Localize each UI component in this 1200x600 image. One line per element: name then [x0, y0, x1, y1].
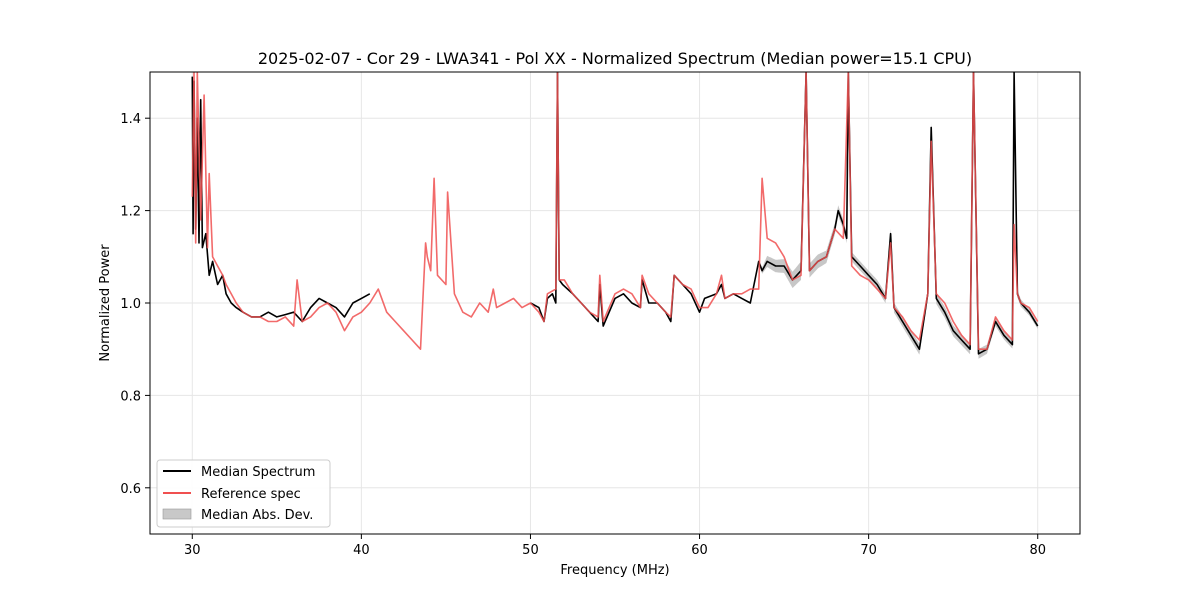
- legend-label-mad: Median Abs. Dev.: [201, 508, 313, 523]
- chart-title: 2025-02-07 - Cor 29 - LWA341 - Pol XX - …: [258, 49, 972, 68]
- legend-swatch-mad: [162, 508, 192, 520]
- data-layer: [191, 72, 1039, 359]
- y-tick-label: 1.0: [120, 297, 141, 312]
- x-tick-label: 60: [691, 543, 708, 558]
- x-axis-label: Frequency (MHz): [560, 563, 669, 578]
- legend-label-reference: Reference spec: [201, 487, 301, 502]
- y-tick-label: 1.4: [120, 112, 141, 127]
- reference-spectrum-line: [191, 72, 1039, 350]
- legend-box: [156, 459, 331, 528]
- legend: Median Spectrum Reference spec Median Ab…: [156, 459, 331, 528]
- x-tick-label: 80: [1029, 543, 1046, 558]
- median-spectrum-line: [191, 76, 371, 323]
- y-tick-label: 0.8: [120, 389, 141, 404]
- y-axis-label: Normalized Power: [98, 244, 113, 362]
- x-tick-label: 30: [184, 543, 201, 558]
- x-tick-label: 70: [860, 543, 877, 558]
- legend-label-median: Median Spectrum: [201, 465, 315, 480]
- y-tick-label: 1.2: [120, 205, 141, 220]
- ticks: 30 40 50 60 70 80 0.6 0.8 1.0 1.2 1.4: [120, 112, 1046, 558]
- x-tick-label: 40: [353, 543, 370, 558]
- x-tick-label: 50: [522, 543, 539, 558]
- y-tick-label: 0.6: [120, 482, 141, 497]
- grid: [150, 72, 1080, 534]
